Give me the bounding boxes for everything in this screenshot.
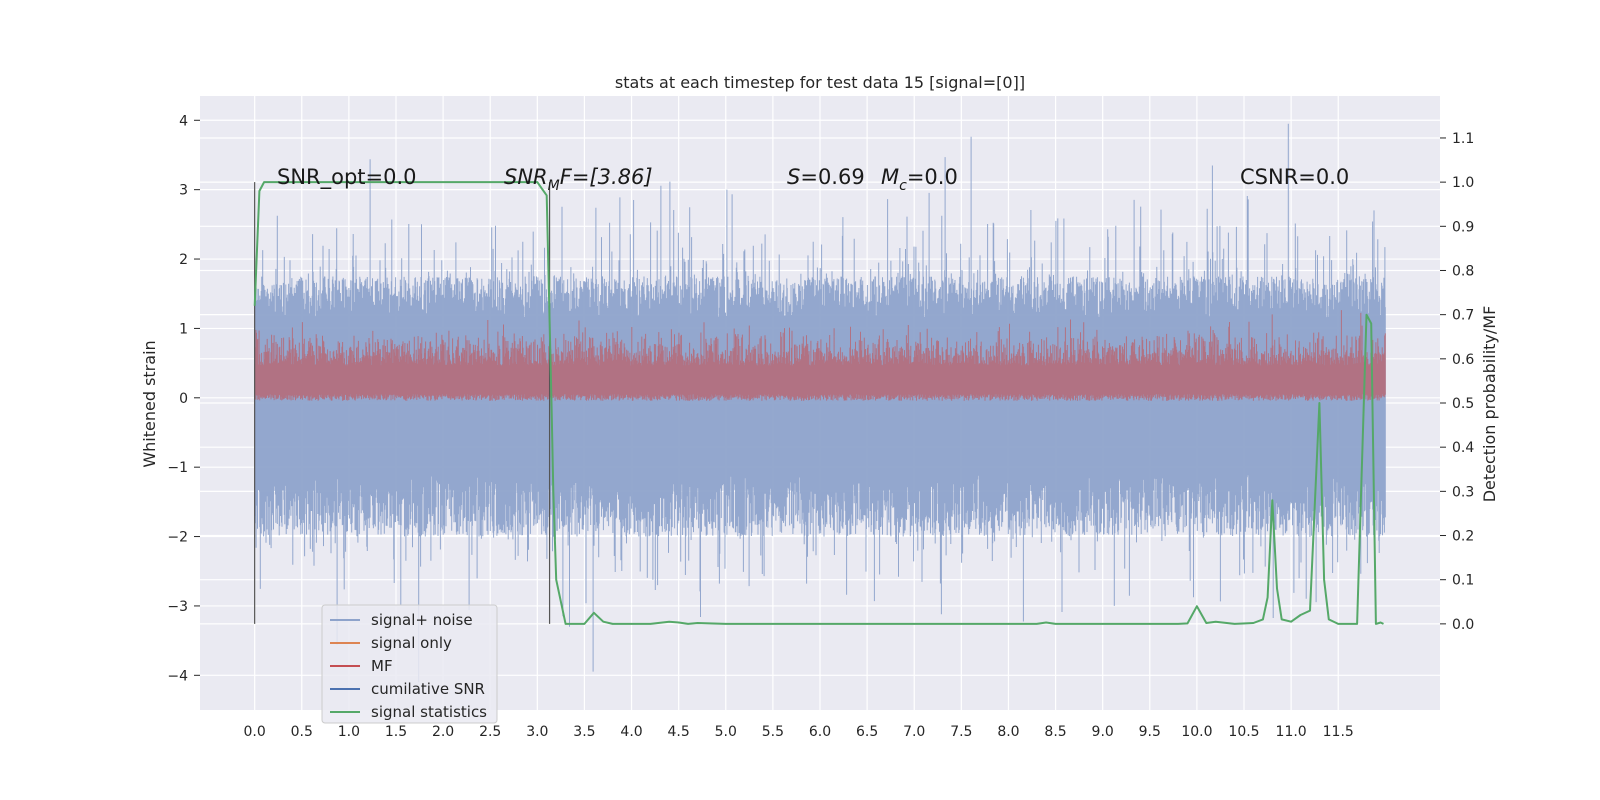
x-tick-label: 0.0 bbox=[244, 724, 266, 740]
y-tick-label: 1 bbox=[179, 321, 188, 337]
event-markers bbox=[254, 182, 551, 624]
y-axis-ticks: 4 3 2 1 0 −1 −2 −3 −4 bbox=[167, 113, 200, 684]
x-tick-label: 9.5 bbox=[1139, 724, 1161, 740]
x-tick-label: 10.5 bbox=[1228, 724, 1259, 740]
x-tick-label: 8.5 bbox=[1044, 724, 1066, 740]
y2-tick-label: 0.9 bbox=[1452, 219, 1474, 235]
annotation-s: S=0.69 bbox=[787, 165, 865, 189]
y2-axis-label: Detection probability/MF bbox=[1480, 306, 1499, 503]
x-tick-label: 10.0 bbox=[1181, 724, 1212, 740]
legend-label: cumilative SNR bbox=[371, 680, 485, 698]
x-tick-label: 11.5 bbox=[1323, 724, 1354, 740]
legend-label: signal only bbox=[371, 634, 452, 652]
x-tick-label: 3.5 bbox=[573, 724, 595, 740]
x-tick-label: 6.0 bbox=[809, 724, 831, 740]
x-tick-label: 0.5 bbox=[291, 724, 313, 740]
y2-tick-label: 0.0 bbox=[1452, 617, 1474, 633]
x-tick-label: 8.0 bbox=[997, 724, 1019, 740]
legend-label: MF bbox=[371, 657, 393, 675]
legend-label: signal statistics bbox=[371, 703, 487, 721]
y2-axis-ticks: 1.1 1.0 0.9 0.8 0.7 0.6 0.5 0.4 0.3 0.2 0.1 0.0 bbox=[1440, 131, 1474, 633]
x-tick-label: 9.0 bbox=[1092, 724, 1114, 740]
series-signal-statistics bbox=[253, 181, 1384, 625]
legend: signal+ noise signal only MF cumilative SNR… bbox=[321, 604, 498, 724]
x-tick-label: 7.5 bbox=[950, 724, 972, 740]
x-tick-label: 5.0 bbox=[715, 724, 737, 740]
chart-title: stats at each timestep for test data 15 … bbox=[615, 73, 1025, 92]
y-tick-label: −1 bbox=[167, 460, 188, 476]
y-tick-label: −4 bbox=[167, 668, 188, 684]
annotation-csnr: CSNR=0.0 bbox=[1240, 165, 1349, 189]
y-tick-label: 2 bbox=[179, 252, 188, 268]
y-tick-label: 3 bbox=[179, 183, 188, 199]
x-tick-label: 2.5 bbox=[479, 724, 501, 740]
y2-tick-label: 0.3 bbox=[1452, 484, 1474, 500]
y2-tick-label: 1.0 bbox=[1452, 175, 1474, 191]
annotation-snr-mf: SNRMF=[3.86] bbox=[504, 165, 653, 194]
x-tick-label: 1.5 bbox=[385, 724, 407, 740]
y-tick-label: 4 bbox=[179, 113, 188, 129]
y-tick-label: 0 bbox=[179, 391, 188, 407]
y2-tick-label: 1.1 bbox=[1452, 131, 1474, 147]
x-tick-label: 5.5 bbox=[762, 724, 784, 740]
y2-tick-label: 0.7 bbox=[1452, 308, 1474, 324]
y-tick-label: −2 bbox=[167, 530, 188, 546]
y2-tick-label: 0.5 bbox=[1452, 396, 1474, 412]
legend-label: signal+ noise bbox=[371, 611, 473, 629]
annotation-snr-opt: SNR_opt=0.0 bbox=[277, 165, 417, 190]
x-tick-label: 4.5 bbox=[668, 724, 690, 740]
x-tick-label: 4.0 bbox=[620, 724, 642, 740]
y-tick-label: −3 bbox=[167, 599, 188, 615]
y2-tick-label: 0.4 bbox=[1452, 440, 1474, 456]
annotation-mc: Mc=0.0 bbox=[881, 165, 958, 194]
x-tick-label: 3.0 bbox=[526, 724, 548, 740]
x-tick-label: 6.5 bbox=[856, 724, 878, 740]
x-axis-ticks: 0.0 0.5 1.0 1.5 2.0 2.5 3.0 3.5 4.0 4.5 5.0 5.5 6.0 6… bbox=[244, 724, 1354, 740]
y2-tick-label: 0.1 bbox=[1452, 573, 1474, 589]
x-tick-label: 11.0 bbox=[1276, 724, 1307, 740]
y2-tick-label: 0.2 bbox=[1452, 529, 1474, 545]
legend-frame bbox=[321, 604, 498, 724]
y2-tick-label: 0.8 bbox=[1452, 263, 1474, 279]
x-tick-label: 7.0 bbox=[903, 724, 925, 740]
signal-statistics-line bbox=[253, 181, 1384, 625]
x-tick-label: 1.0 bbox=[338, 724, 360, 740]
y2-tick-label: 0.6 bbox=[1452, 352, 1474, 368]
x-tick-label: 2.0 bbox=[432, 724, 454, 740]
y-axis-label: Whitened strain bbox=[140, 340, 159, 467]
